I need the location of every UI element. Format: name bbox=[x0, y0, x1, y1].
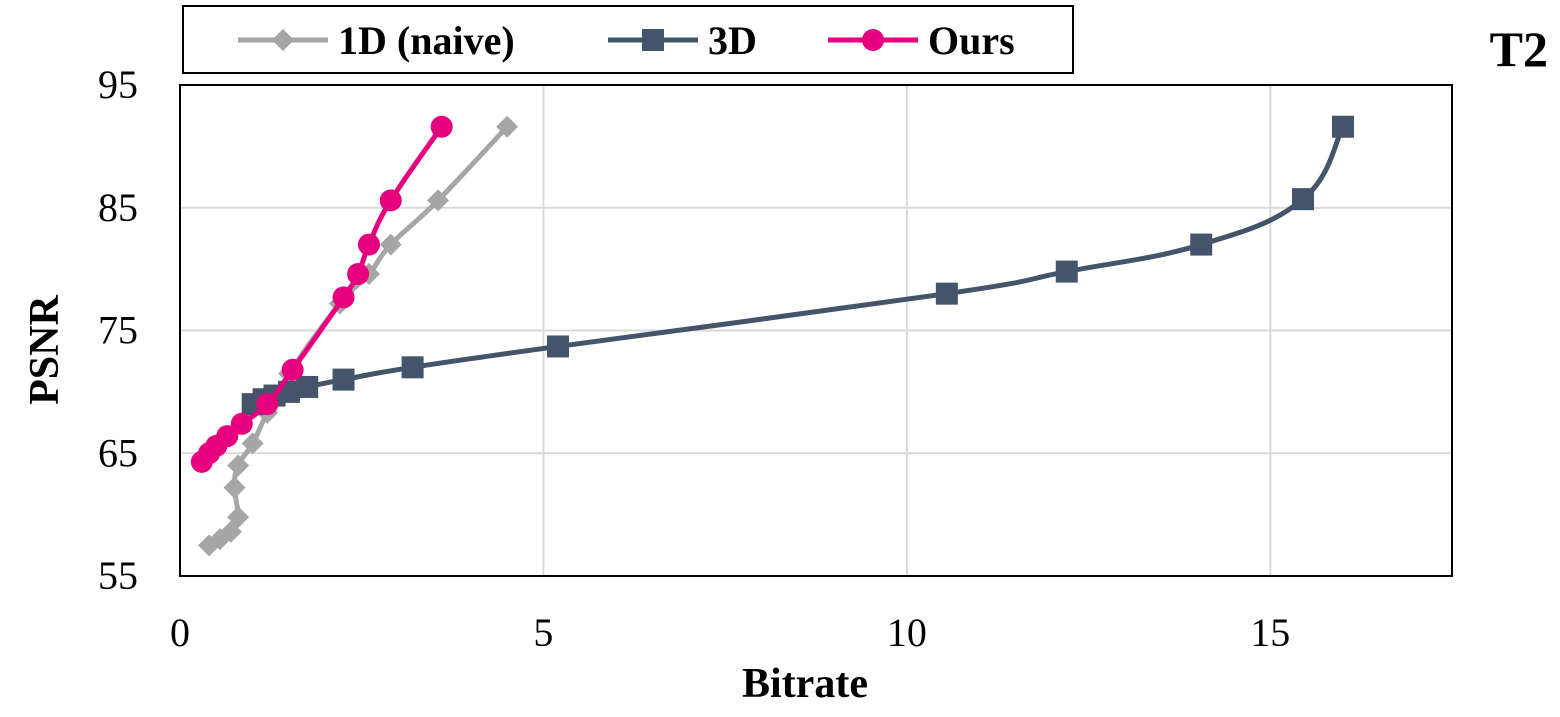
plot-frame bbox=[179, 84, 1453, 577]
series-1d-naive bbox=[198, 115, 519, 557]
x-tick-label: 0 bbox=[170, 610, 190, 655]
data-point bbox=[379, 189, 402, 212]
y-tick-label: 65 bbox=[98, 430, 138, 475]
data-point bbox=[1055, 260, 1078, 283]
data-point bbox=[332, 286, 355, 309]
x-tick-label: 10 bbox=[887, 610, 927, 655]
y-tick-label: 95 bbox=[98, 62, 138, 107]
data-point bbox=[427, 189, 450, 212]
data-point bbox=[332, 368, 355, 391]
data-point bbox=[1331, 115, 1354, 138]
series-ours bbox=[190, 115, 453, 473]
data-point bbox=[1291, 188, 1314, 211]
legend-item: 1D (naive) bbox=[238, 18, 515, 63]
data-point bbox=[216, 425, 239, 448]
data-point bbox=[546, 335, 569, 358]
data-point bbox=[223, 476, 246, 499]
y-tick-label: 75 bbox=[98, 308, 138, 353]
y-tick-label: 85 bbox=[98, 185, 138, 230]
data-point bbox=[401, 356, 424, 379]
data-point bbox=[430, 115, 453, 138]
legend-item: Ours bbox=[828, 18, 1015, 63]
series-3d bbox=[241, 115, 1354, 416]
data-point bbox=[256, 393, 279, 416]
series-layer bbox=[190, 115, 1354, 557]
data-point bbox=[379, 233, 402, 256]
series-line bbox=[206, 124, 510, 548]
x-tick-label: 15 bbox=[1250, 610, 1290, 655]
legend-label: 1D (naive) bbox=[338, 18, 515, 63]
data-point bbox=[227, 454, 250, 477]
legend: 1D (naive) 3D Ours bbox=[182, 5, 1074, 74]
grid bbox=[180, 85, 1452, 576]
y-axis-ticks: 55 65 75 85 95 bbox=[98, 62, 138, 598]
x-axis-title: Bitrate bbox=[742, 661, 868, 707]
data-point bbox=[281, 358, 304, 381]
series-line bbox=[199, 124, 445, 465]
data-point bbox=[241, 432, 264, 455]
legend-label: Ours bbox=[928, 18, 1015, 63]
legend-label: 3D bbox=[708, 18, 757, 63]
data-point bbox=[227, 506, 250, 529]
x-tick-label: 5 bbox=[533, 610, 553, 655]
data-point bbox=[935, 282, 958, 305]
panel-label: T2 bbox=[1490, 21, 1548, 77]
x-axis-ticks: 0 5 10 15 bbox=[170, 610, 1290, 655]
legend-marker bbox=[642, 29, 664, 51]
data-point bbox=[230, 412, 253, 435]
data-point bbox=[496, 115, 519, 138]
data-point bbox=[347, 263, 370, 286]
y-axis-title: PSNR bbox=[22, 294, 68, 404]
data-point bbox=[296, 375, 319, 398]
data-point bbox=[357, 233, 380, 256]
legend-marker bbox=[862, 29, 884, 51]
legend-item: 3D bbox=[608, 18, 757, 63]
data-point bbox=[1190, 233, 1213, 256]
legend-items: 1D (naive) 3D Ours bbox=[238, 18, 1015, 63]
y-tick-label: 55 bbox=[98, 553, 138, 598]
legend-marker bbox=[272, 29, 294, 51]
